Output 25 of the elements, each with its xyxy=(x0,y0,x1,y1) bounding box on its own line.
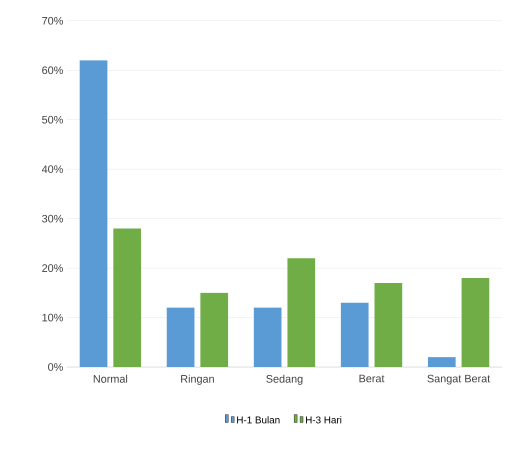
x-tick-label: Normal xyxy=(94,374,128,383)
bar xyxy=(113,228,142,367)
y-tick-label: 60% xyxy=(42,66,63,74)
bar xyxy=(374,282,402,367)
x-tick-label: Ringan xyxy=(181,374,214,385)
y-tick-label: 30% xyxy=(42,214,63,222)
y-tick-label: 40% xyxy=(42,165,63,173)
x-tick-label: Berat xyxy=(359,374,384,382)
bar xyxy=(428,357,456,367)
y-tick-label: 70% xyxy=(42,16,63,25)
legend-label: H-3 Hari xyxy=(306,416,342,424)
legend-label: H-1 Bulan xyxy=(237,416,280,424)
y-tick-label: 0% xyxy=(48,363,63,371)
bar xyxy=(462,278,490,367)
y-tick-label: 10% xyxy=(42,314,63,322)
y-tick-label: 50% xyxy=(42,116,63,124)
y-tick-label: 20% xyxy=(42,264,63,272)
x-tick-label: Sangat Berat xyxy=(427,374,490,384)
bar xyxy=(200,292,228,367)
bar xyxy=(254,308,282,367)
bar xyxy=(166,308,194,367)
x-tick-label: Sedang xyxy=(266,374,302,385)
bar xyxy=(80,60,108,367)
bar xyxy=(287,258,316,367)
bar xyxy=(340,302,369,367)
